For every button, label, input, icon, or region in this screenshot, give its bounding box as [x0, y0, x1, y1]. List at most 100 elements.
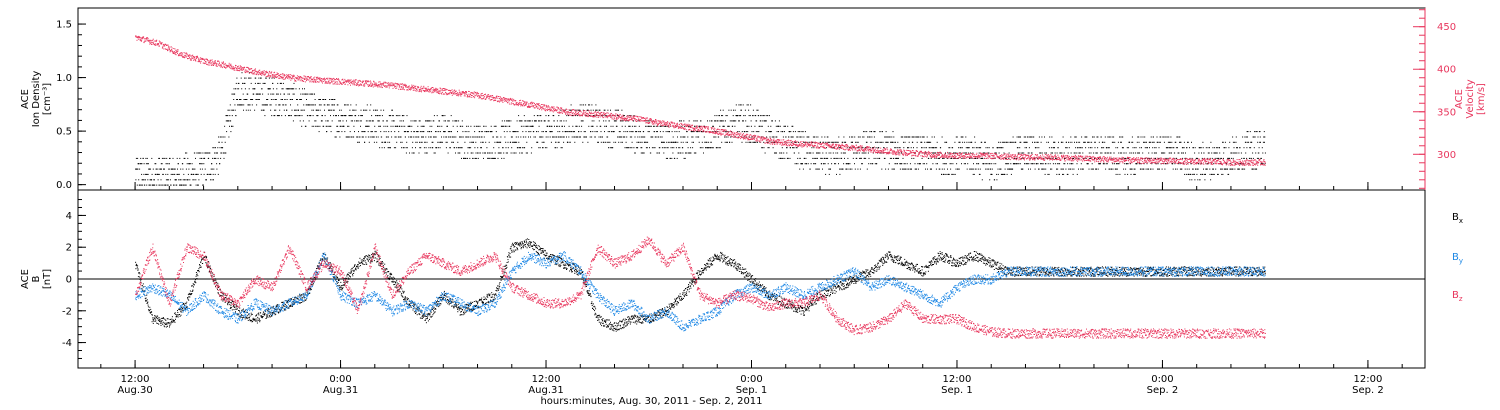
velocity-point [202, 62, 204, 64]
density-point [502, 125, 504, 127]
density-point [991, 173, 993, 175]
density-point [1069, 163, 1071, 165]
density-point [714, 120, 716, 122]
density-point [239, 99, 241, 100]
velocity-point [338, 78, 339, 80]
density-point [798, 136, 800, 138]
velocity-point [248, 69, 250, 71]
density-point [521, 152, 523, 154]
velocity-point [221, 64, 222, 66]
density-point [1215, 168, 1217, 170]
density-point [1191, 141, 1192, 143]
density-point [424, 141, 426, 143]
density-point [1000, 147, 1002, 149]
density-point [1258, 147, 1260, 149]
density-point [227, 109, 229, 111]
velocity-point [153, 40, 155, 42]
density-point [464, 152, 466, 154]
velocity-point [281, 77, 283, 79]
density-point [498, 141, 500, 143]
density-point [630, 147, 632, 149]
density-point [308, 115, 310, 117]
density-point [813, 157, 815, 159]
density-point [1201, 173, 1203, 175]
density-point [431, 131, 432, 133]
density-point [982, 152, 984, 154]
density-point [231, 93, 233, 95]
density-point [944, 163, 946, 165]
density-point [326, 125, 328, 127]
velocity-point [233, 67, 234, 69]
density-point [552, 136, 554, 138]
density-point [1080, 147, 1081, 149]
density-point [783, 152, 785, 154]
density-point [556, 147, 558, 149]
velocity-point [267, 76, 269, 78]
density-point [637, 120, 639, 122]
density-point [808, 141, 810, 143]
density-point [248, 77, 250, 79]
density-point [1022, 168, 1024, 170]
density-point [686, 131, 688, 133]
density-point [567, 141, 569, 143]
density-point [758, 115, 760, 117]
density-point [941, 173, 943, 175]
velocity-point [300, 76, 302, 78]
velocity-point [161, 43, 162, 45]
density-point [287, 93, 289, 95]
density-point [1146, 163, 1148, 165]
velocity-point [271, 75, 273, 77]
density-point [693, 131, 695, 133]
density-point [144, 184, 146, 186]
density-point [591, 120, 593, 122]
velocity-point [176, 50, 178, 52]
density-point [257, 99, 259, 100]
density-point [1190, 173, 1192, 175]
velocity-point [254, 73, 256, 75]
density-point [195, 157, 196, 159]
density-point [807, 141, 809, 143]
density-point [419, 120, 421, 122]
density-point [737, 115, 739, 117]
density-point [1009, 168, 1011, 170]
density-point [1108, 147, 1110, 149]
density-point [1167, 141, 1169, 143]
density-point [1239, 147, 1241, 149]
density-point [415, 120, 417, 122]
density-point [1224, 147, 1226, 149]
density-point [718, 115, 720, 117]
density-point [985, 168, 987, 170]
density-point [1027, 152, 1029, 154]
density-point [200, 163, 202, 165]
density-point [672, 152, 674, 154]
density-point [498, 147, 500, 149]
density-point [1158, 141, 1160, 143]
density-point [759, 125, 761, 127]
density-point [733, 109, 734, 111]
density-point [951, 157, 952, 159]
density-point [816, 157, 818, 159]
density-point [710, 147, 712, 149]
velocity-point [244, 70, 246, 72]
density-point [1089, 141, 1091, 143]
velocity-point [279, 74, 281, 76]
density-point [530, 136, 531, 138]
density-point [997, 173, 999, 175]
density-point [1076, 141, 1077, 143]
density-point [425, 120, 426, 122]
density-point [212, 173, 214, 175]
density-point [404, 125, 406, 127]
density-point [274, 99, 276, 100]
density-point [987, 152, 989, 154]
density-point [212, 157, 214, 159]
density-point [613, 131, 615, 133]
velocity-point [184, 56, 186, 58]
density-point [997, 147, 999, 149]
velocity-point [400, 83, 402, 85]
density-point [1190, 163, 1192, 165]
density-point [488, 141, 490, 143]
density-point [631, 147, 633, 149]
density-point [1090, 152, 1092, 154]
velocity-point [357, 83, 359, 85]
velocity-point [374, 83, 376, 85]
